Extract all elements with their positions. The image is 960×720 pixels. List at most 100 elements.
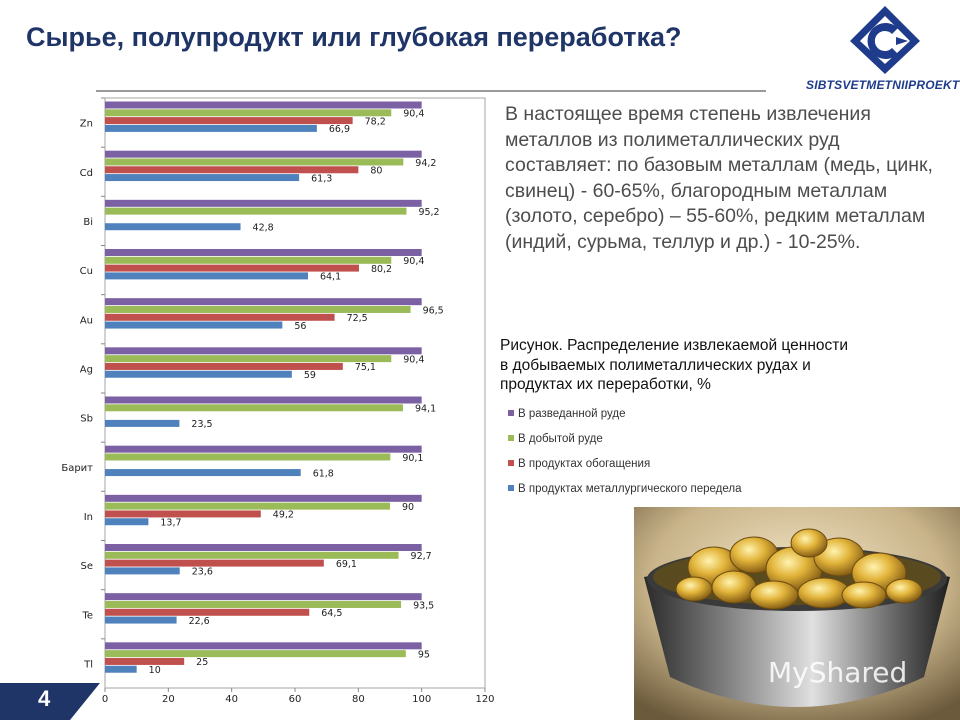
bar [105, 600, 402, 608]
bar [105, 657, 185, 665]
x-tick-label: 0 [102, 694, 108, 705]
figure-caption: Рисунок. Распределение извлекаемой ценно… [500, 337, 849, 393]
bar [105, 494, 422, 502]
bar [105, 109, 392, 117]
data-label: 80,2 [371, 264, 392, 275]
y-category-label: Au [80, 315, 93, 326]
bar [105, 249, 422, 256]
bar [105, 593, 422, 601]
bar [105, 158, 404, 166]
legend-label: В продуктах металлургического передела [518, 483, 742, 495]
data-label: 90,4 [403, 354, 424, 365]
legend-item: В продуктах металлургического передела [508, 483, 808, 499]
bar [105, 272, 308, 280]
x-tick-label: 60 [289, 694, 302, 705]
bar [105, 518, 149, 526]
data-label: 90,4 [403, 109, 424, 120]
bar [105, 642, 422, 650]
data-label: 23,6 [192, 567, 213, 578]
bar [105, 124, 317, 132]
x-tick-label: 80 [352, 694, 365, 705]
data-label: 90 [402, 502, 414, 513]
data-label: 78,2 [365, 116, 386, 127]
page-number: 4 [38, 686, 51, 711]
title-divider [96, 90, 766, 92]
data-label: 75,1 [355, 362, 376, 373]
bar [105, 502, 390, 510]
data-label: 10 [149, 665, 161, 676]
data-label: 72,5 [347, 313, 368, 324]
bar [105, 321, 283, 329]
legend-label: В добытой руде [518, 433, 603, 445]
bar [105, 264, 359, 272]
page-number-badge [0, 683, 100, 720]
data-label: 95 [418, 649, 430, 660]
bar [105, 223, 241, 231]
bar [105, 559, 324, 567]
slide-title: Сырье, полупродукт или глубокая перерабо… [26, 22, 682, 52]
bar [105, 396, 422, 404]
gold-bowl-photo [634, 507, 960, 720]
description-text: В настоящее время степень извлечения мет… [505, 103, 933, 253]
data-label: 69,1 [336, 559, 357, 570]
bar [105, 370, 292, 378]
bar [105, 567, 180, 575]
bar [105, 101, 422, 109]
bar [105, 453, 391, 461]
y-category-label: Te [81, 610, 93, 621]
bar [105, 608, 310, 616]
data-label: 96,5 [423, 305, 444, 316]
bar [105, 510, 261, 518]
x-tick-label: 20 [162, 694, 175, 705]
y-category-label: Sb [80, 414, 93, 425]
data-label: 80 [370, 166, 382, 177]
data-label: 64,5 [321, 608, 342, 619]
y-category-label: Cd [80, 168, 93, 179]
y-category-label: Tl [83, 659, 93, 670]
bar [105, 150, 422, 158]
y-category-label: Ag [80, 364, 93, 375]
y-category-label: Se [81, 561, 94, 572]
data-label: 59 [304, 370, 316, 381]
y-category-label: Bi [83, 217, 93, 228]
data-label: 94,1 [415, 404, 436, 415]
data-label: 13,7 [160, 518, 181, 529]
bar [105, 355, 392, 363]
data-label: 25 [196, 657, 208, 668]
bar [105, 551, 399, 559]
data-label: 42,8 [253, 223, 274, 234]
bar [105, 117, 353, 125]
bar [105, 404, 403, 412]
y-category-label: Барит [61, 463, 93, 474]
bar [105, 445, 422, 453]
x-tick-label: 120 [475, 694, 494, 705]
bar [105, 313, 335, 321]
bar [105, 199, 422, 207]
legend-swatch [508, 459, 514, 466]
y-category-label: Zn [80, 119, 93, 130]
bar [105, 650, 406, 658]
data-label: 56 [294, 321, 306, 332]
bar [105, 305, 411, 313]
data-label: 61,3 [311, 173, 332, 184]
bar [105, 347, 422, 355]
bar [105, 544, 422, 551]
y-category-label: Cu [80, 266, 93, 277]
data-label: 90,1 [402, 453, 423, 464]
data-label: 66,9 [329, 124, 350, 135]
data-label: 61,8 [313, 468, 334, 479]
legend-item: В добытой руде [508, 433, 808, 449]
data-label: 92,7 [411, 551, 432, 562]
legend-swatch [508, 484, 514, 491]
bar [105, 419, 180, 427]
bar [105, 207, 407, 215]
data-label: 49,2 [273, 510, 294, 521]
legend-swatch [508, 434, 514, 441]
bar [105, 298, 422, 306]
legend-swatch [508, 409, 514, 416]
bar-chart-svg: 0 20 40 60 80 100 120 Zn 90,4 78,2 66,9 Cd 94,2 80 61,… [61, 97, 495, 705]
bar [105, 469, 301, 477]
bar-chart: 0 20 40 60 80 100 120 Zn 90,4 78,2 66,9 Cd 94,2 80 61,… [0, 92, 500, 717]
y-category-label: In [84, 512, 93, 523]
bar [105, 665, 137, 673]
